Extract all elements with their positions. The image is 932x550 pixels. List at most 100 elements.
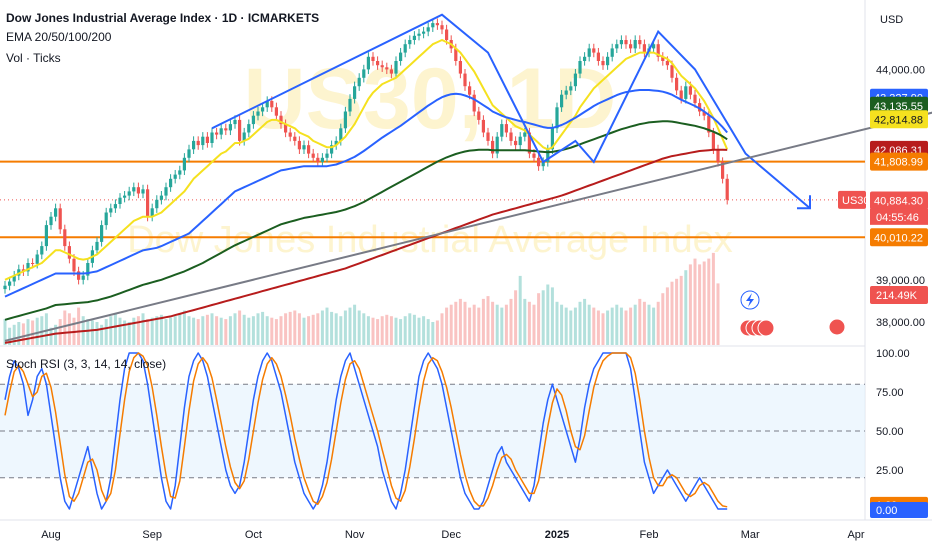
volume-bar xyxy=(711,252,715,345)
volume-bar xyxy=(316,313,320,345)
candle-body xyxy=(339,128,343,141)
volume-bar xyxy=(412,314,416,345)
candle-body xyxy=(12,275,16,282)
candle-body xyxy=(495,136,499,154)
volume-bar xyxy=(665,287,669,345)
candle-body xyxy=(656,44,660,57)
candle-body xyxy=(362,69,366,78)
volume-bar xyxy=(596,310,600,345)
candle-body xyxy=(251,115,255,125)
candle-body xyxy=(431,23,435,28)
candle-body xyxy=(242,132,246,141)
volume-bar xyxy=(394,317,398,345)
candle-body xyxy=(58,208,62,230)
volume-bar xyxy=(256,313,260,345)
volume-bar xyxy=(486,296,490,345)
volume-bar xyxy=(537,293,541,345)
volume-bar xyxy=(422,316,426,345)
price-tick-label: 39,000.00 xyxy=(876,275,925,287)
candle-body xyxy=(435,23,439,26)
volume-bar xyxy=(49,327,53,345)
candle-body xyxy=(679,90,683,99)
volume-bar xyxy=(210,313,214,345)
volume-bar xyxy=(339,316,343,345)
candle-body xyxy=(40,246,44,255)
volume-bar xyxy=(546,284,550,345)
candle-body xyxy=(343,111,347,129)
volume-bar xyxy=(77,307,81,345)
stoch-k-line xyxy=(4,352,728,510)
volume-bar xyxy=(334,313,338,345)
volume-bar xyxy=(196,319,200,345)
volume-bar xyxy=(357,310,361,345)
volume-bar xyxy=(454,301,458,345)
candle-body xyxy=(297,140,301,150)
volume-bar xyxy=(219,317,223,345)
watermark-symbol: US30, 1D xyxy=(244,51,617,147)
candle-body xyxy=(619,40,623,45)
volume-legend[interactable]: Vol · Ticks xyxy=(6,51,61,65)
candle-body xyxy=(458,61,462,74)
us-flag-icon xyxy=(757,319,775,337)
indicator-legend[interactable]: EMA 20/50/100/200 xyxy=(6,30,112,44)
candle-body xyxy=(49,216,53,226)
volume-bar xyxy=(541,290,545,345)
candle-body xyxy=(422,31,426,34)
candle-body xyxy=(8,281,12,286)
volume-bar xyxy=(132,317,136,345)
volume-bar xyxy=(86,319,90,345)
candle-body xyxy=(228,124,232,131)
volume-bar xyxy=(159,314,163,345)
volume-bar xyxy=(26,319,30,345)
ema-50-line xyxy=(4,89,728,298)
candle-body xyxy=(537,157,541,167)
candle-body xyxy=(707,115,711,133)
candle-body xyxy=(31,263,35,264)
candle-body xyxy=(86,263,90,276)
price-label: 43,135.55 xyxy=(874,101,923,113)
stoch-rsi-label[interactable]: Stoch RSI (3, 3, 14, 14, close) xyxy=(6,357,167,371)
volume-bar xyxy=(532,304,536,345)
volume-bar xyxy=(583,298,587,345)
candle-body xyxy=(702,111,706,116)
stoch-k-label-box xyxy=(870,502,928,518)
stoch-tick-label: 50.00 xyxy=(876,426,904,438)
candle-body xyxy=(288,132,292,137)
candle-body xyxy=(633,40,637,49)
candle-body xyxy=(693,94,697,104)
candle-body xyxy=(665,61,669,66)
volume-bar xyxy=(205,314,209,345)
lightning-bolt-icon xyxy=(746,293,754,307)
candle-body xyxy=(224,128,228,131)
volume-bar xyxy=(141,313,145,345)
time-axis-label: Sep xyxy=(142,529,162,541)
candle-body xyxy=(54,208,58,217)
volume-bar xyxy=(670,281,674,345)
volume-bar xyxy=(458,298,462,345)
volume-bar xyxy=(661,293,665,345)
chart-title: Dow Jones Industrial Average Index · 1D … xyxy=(6,11,320,25)
candle-body xyxy=(141,189,145,194)
candle-body xyxy=(173,174,177,179)
candle-body xyxy=(169,178,173,188)
volume-bar xyxy=(224,319,228,345)
candle-body xyxy=(610,48,614,57)
volume-bar xyxy=(251,316,255,345)
volume-label-box xyxy=(870,286,928,304)
candle-body xyxy=(477,111,481,120)
wave-trendline xyxy=(211,13,811,210)
candle-body xyxy=(509,132,513,141)
candle-body xyxy=(210,132,214,143)
candle-body xyxy=(95,241,99,251)
volume-bar xyxy=(656,301,660,345)
volume-bar xyxy=(182,310,186,345)
candle-body xyxy=(652,44,656,49)
volume-bar xyxy=(297,313,301,345)
candle-body xyxy=(274,107,278,116)
candle-body xyxy=(353,86,357,99)
candle-body xyxy=(150,208,154,217)
volume-bar xyxy=(35,317,39,345)
volume-bar xyxy=(353,304,357,345)
volume-bar xyxy=(578,301,582,345)
